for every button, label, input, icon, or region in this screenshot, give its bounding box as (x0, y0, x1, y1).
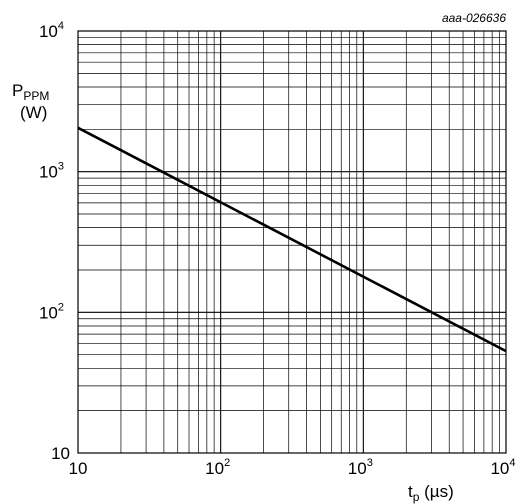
x-axis-label-sub: p (413, 490, 420, 504)
x-axis-label: tp (µs) (408, 482, 454, 504)
y-axis-unit: (W) (20, 103, 47, 122)
x-tick-label: 102 (205, 457, 230, 478)
y-tick-label: 103 (39, 161, 64, 182)
x-tick-label-base: 10 (490, 459, 509, 478)
y-axis-label: PPPM (12, 81, 49, 103)
y-tick-label-base: 10 (39, 163, 58, 182)
x-tick-labels: 10 102 103 104 (69, 457, 516, 478)
series-line (77, 126, 507, 353)
x-axis-label-main: t (408, 482, 413, 501)
y-tick-label: 102 (39, 301, 64, 322)
x-tick-label-exponent: 2 (224, 457, 230, 469)
series-layer (77, 126, 507, 353)
y-axis-label-sub: PPM (23, 89, 49, 103)
y-axis-label-main: P (12, 81, 23, 100)
y-tick-label: 10 (51, 444, 70, 463)
y-tick-label-base: 10 (39, 303, 58, 322)
x-tick-label-exponent: 4 (509, 457, 515, 469)
x-tick-label-base: 10 (205, 459, 224, 478)
plot-frame (77, 30, 507, 454)
reference-code: aaa-026636 (442, 11, 506, 25)
x-tick-label-base: 10 (69, 459, 88, 478)
y-tick-label-base: 10 (39, 22, 58, 41)
y-tick-label-exponent: 3 (58, 161, 64, 173)
y-tick-label-exponent: 2 (58, 301, 64, 313)
y-tick-label-exponent: 4 (58, 20, 64, 32)
x-tick-label-base: 10 (348, 459, 367, 478)
x-tick-label: 103 (348, 457, 373, 478)
x-tick-label-exponent: 3 (367, 457, 373, 469)
x-axis-label-unit: (µs) (419, 482, 453, 501)
grid (78, 31, 506, 453)
y-tick-label: 104 (39, 20, 64, 41)
x-tick-label: 10 (69, 459, 88, 478)
x-tick-label: 104 (490, 457, 515, 478)
y-tick-label-base: 10 (51, 444, 70, 463)
